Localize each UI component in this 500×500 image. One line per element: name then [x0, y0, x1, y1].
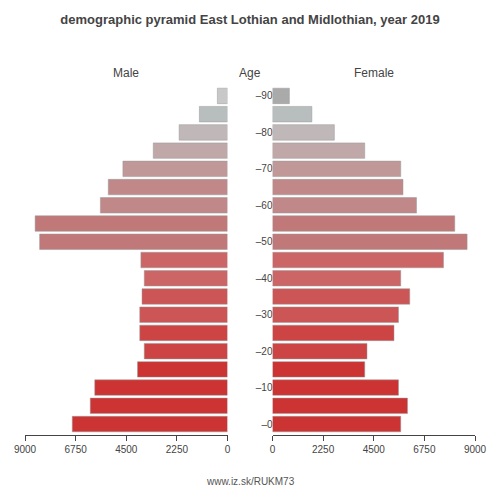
svg-text:–50: –50 [256, 236, 273, 247]
svg-text:9000: 9000 [464, 444, 487, 455]
svg-text:4500: 4500 [115, 444, 138, 455]
svg-text:Male: Male [113, 66, 139, 80]
svg-text:6750: 6750 [65, 444, 88, 455]
svg-text:www.iz.sk/RUKM73: www.iz.sk/RUKM73 [206, 476, 295, 487]
svg-text:–70: –70 [256, 163, 273, 174]
svg-text:Age: Age [239, 66, 261, 80]
svg-text:2250: 2250 [166, 444, 189, 455]
svg-text:–90: –90 [256, 90, 273, 101]
svg-text:demographic pyramid East Lothi: demographic pyramid East Lothian and Mid… [60, 12, 439, 27]
svg-text:–0: –0 [261, 419, 273, 430]
svg-text:–80: –80 [256, 127, 273, 138]
svg-text:–30: –30 [256, 309, 273, 320]
svg-text:2250: 2250 [312, 444, 335, 455]
svg-text:Female: Female [354, 66, 394, 80]
svg-text:–20: –20 [256, 346, 273, 357]
svg-text:0: 0 [225, 444, 231, 455]
svg-text:–60: –60 [256, 200, 273, 211]
svg-text:–40: –40 [256, 273, 273, 284]
svg-text:–10: –10 [256, 382, 273, 393]
svg-text:4500: 4500 [363, 444, 386, 455]
svg-text:9000: 9000 [14, 444, 37, 455]
svg-text:6750: 6750 [413, 444, 436, 455]
svg-text:0: 0 [270, 444, 276, 455]
